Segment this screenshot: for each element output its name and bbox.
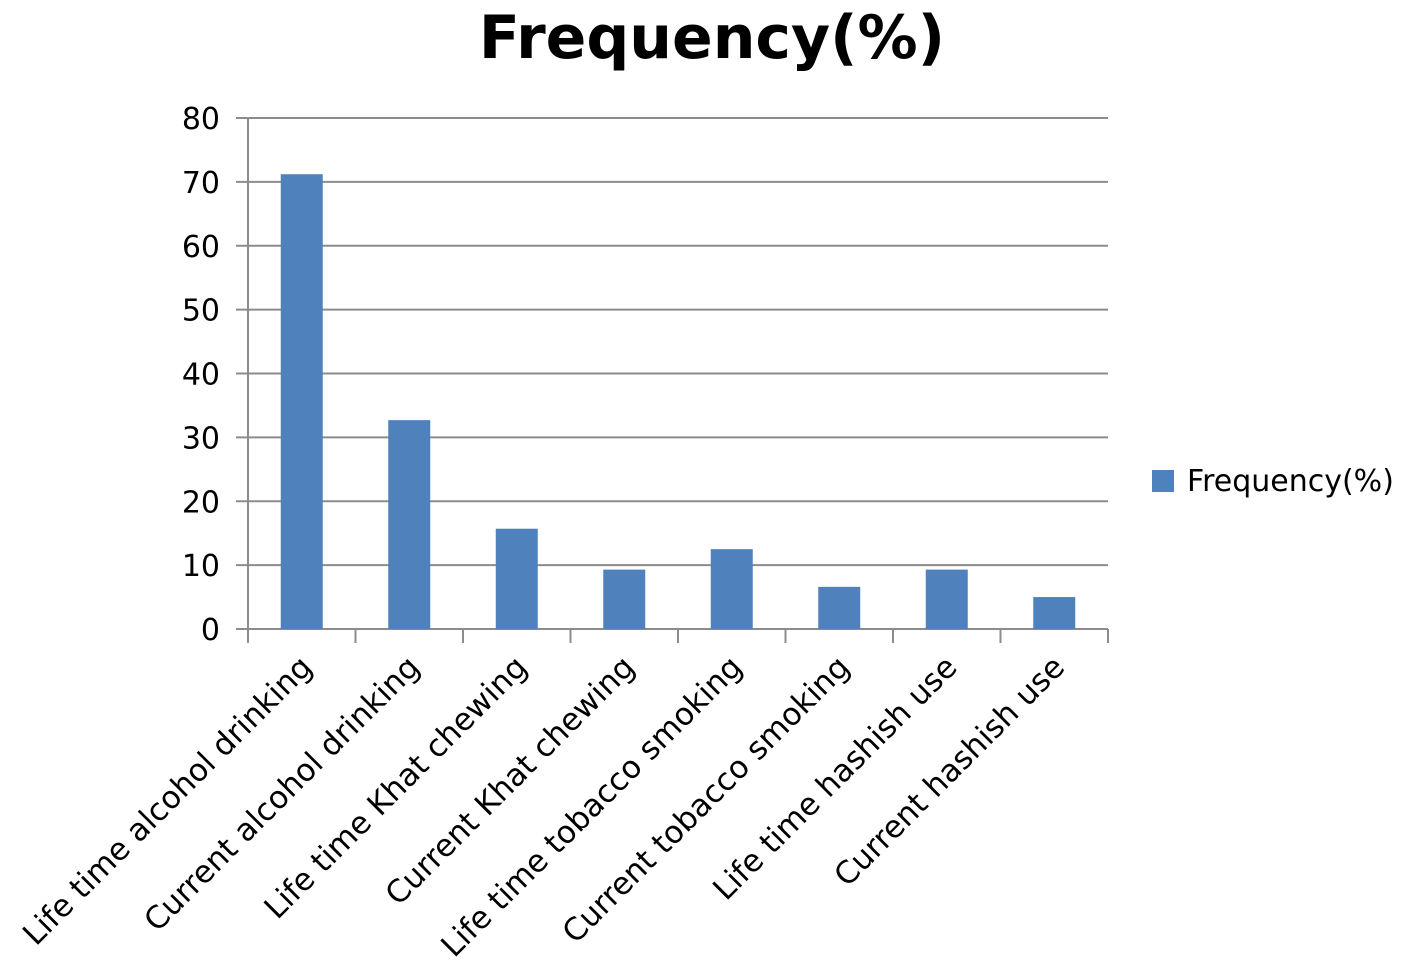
y-tick-label: 20 [182,485,220,520]
y-tick-label: 50 [182,294,220,329]
bar [818,586,861,629]
y-tick-label: 30 [182,421,220,456]
y-tick-label: 40 [182,358,220,393]
y-axis-tick-labels: 0 10 20 30 40 50 60 70 80 [182,102,220,648]
bar [710,549,753,629]
bar [925,569,968,629]
bar [280,174,323,629]
y-tick-label: 70 [182,166,220,201]
y-tick-label: 10 [182,549,220,584]
bar [1033,597,1076,629]
bar [495,528,538,629]
y-tick-label: 0 [201,613,220,648]
y-tick-label: 80 [182,102,220,137]
legend-label: Frequency(%) [1187,464,1394,499]
bar [388,420,431,629]
gridlines [248,117,1108,567]
bars [280,174,1076,629]
y-tick-label: 60 [182,230,220,265]
chart-title: Frequency(%) [479,3,945,73]
bar [603,569,646,629]
legend: Frequency(%) [1152,464,1394,499]
legend-swatch [1152,470,1174,492]
